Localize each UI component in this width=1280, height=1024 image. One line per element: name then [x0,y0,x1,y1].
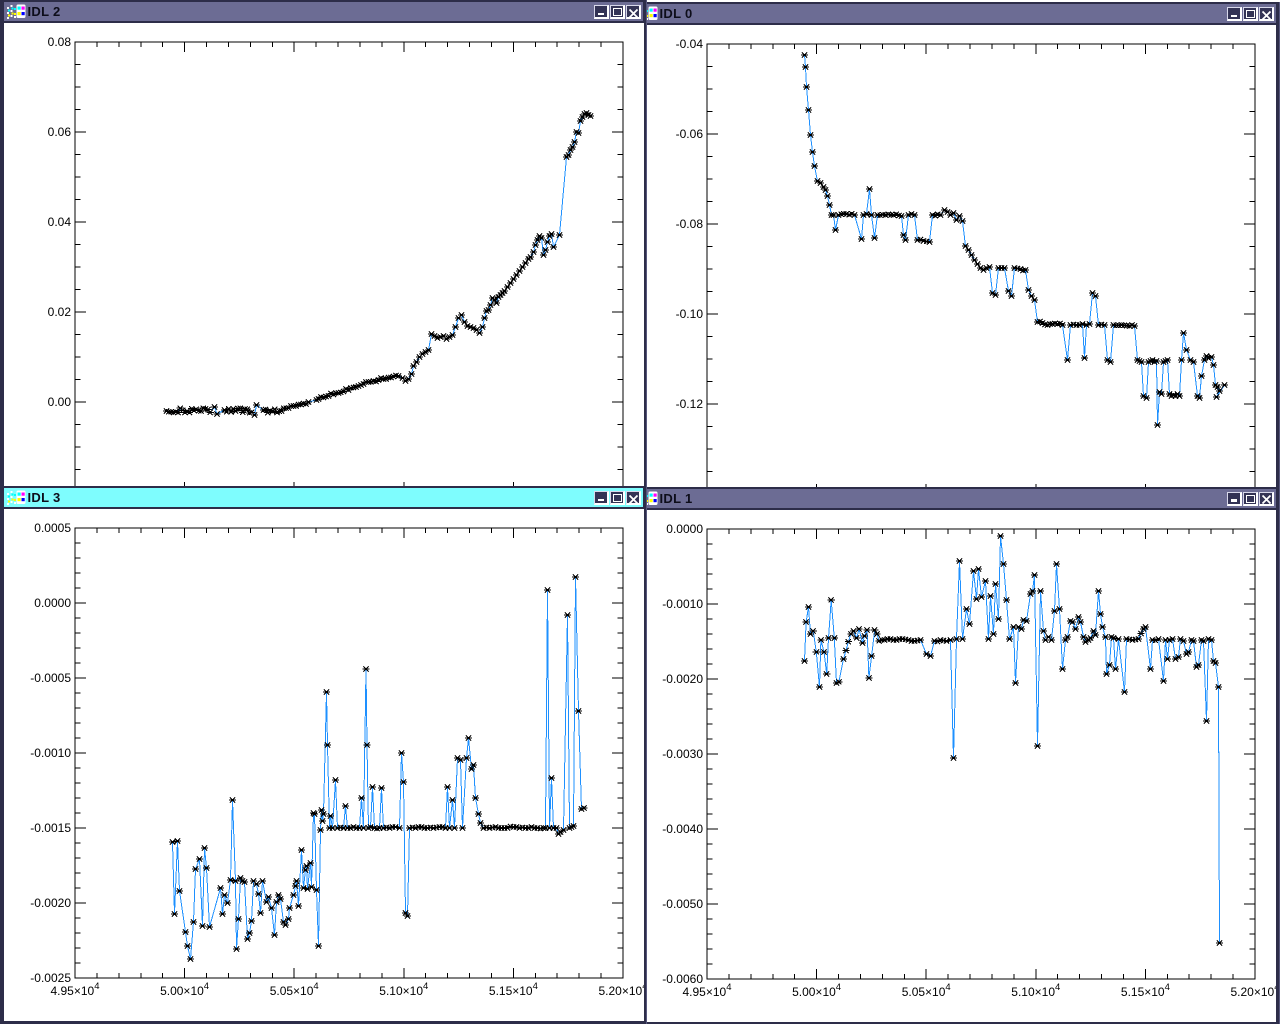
svg-text:-0.0050: -0.0050 [662,897,703,911]
svg-text:-0.08: -0.08 [675,217,703,231]
svg-text:0.0000: 0.0000 [34,596,71,610]
svg-text:5.20×104: 5.20×104 [1230,982,1276,999]
svg-text:4.95×104: 4.95×104 [50,981,99,998]
svg-text:-0.12: -0.12 [675,397,703,411]
svg-text:-0.0020: -0.0020 [662,672,703,686]
svg-text:-0.0005: -0.0005 [30,671,71,685]
svg-text:5.15×104: 5.15×104 [488,981,537,998]
svg-text:-0.0060: -0.0060 [662,972,703,986]
svg-text:5.20×104: 5.20×104 [598,981,644,998]
svg-text:0.04: 0.04 [47,215,71,229]
svg-text:5.05×104: 5.05×104 [269,981,318,998]
svg-text:-0.0040: -0.0040 [662,822,703,836]
svg-text:-0.0010: -0.0010 [662,597,703,611]
svg-text:-0.06: -0.06 [675,127,703,141]
svg-text:-0.0015: -0.0015 [30,821,71,835]
svg-text:0.0005: 0.0005 [34,521,71,535]
svg-text:-0.0020: -0.0020 [30,896,71,910]
svg-text:-0.0010: -0.0010 [30,746,71,760]
svg-text:5.00×104: 5.00×104 [160,981,209,998]
svg-text:0.06: 0.06 [47,125,71,139]
svg-text:0.02: 0.02 [47,305,71,319]
svg-text:-0.0030: -0.0030 [662,747,703,761]
svg-text:4.95×104: 4.95×104 [682,982,731,999]
svg-text:0.00: 0.00 [47,395,71,409]
svg-text:5.10×104: 5.10×104 [1011,982,1060,999]
svg-text:5.00×104: 5.00×104 [792,982,841,999]
svg-text:-0.04: -0.04 [675,37,703,51]
svg-text:0.0000: 0.0000 [666,522,703,536]
svg-text:0.08: 0.08 [47,35,71,49]
svg-text:-0.10: -0.10 [675,307,703,321]
svg-text:-0.0025: -0.0025 [30,971,71,985]
svg-text:5.15×104: 5.15×104 [1120,982,1169,999]
svg-text:5.10×104: 5.10×104 [379,981,428,998]
svg-text:5.05×104: 5.05×104 [901,982,950,999]
